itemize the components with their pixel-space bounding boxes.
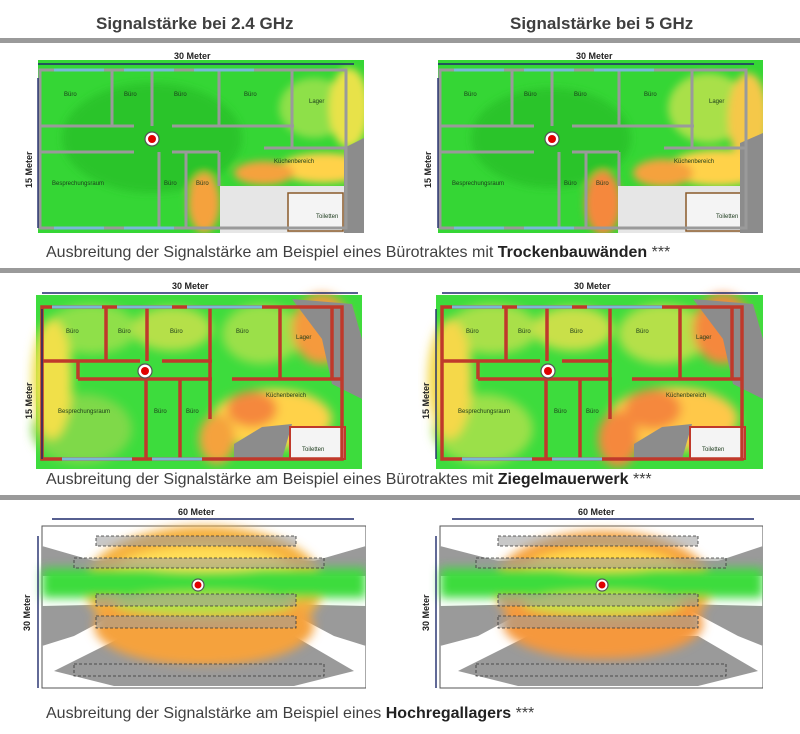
room-label: Büro: [564, 181, 577, 187]
width-dimension-label: 60 Meter: [578, 507, 615, 517]
room-label: Büro: [236, 329, 249, 335]
caption-suffix: ***: [628, 471, 652, 488]
room-label: Büro: [64, 92, 77, 98]
room-label: Besprechungsraum: [458, 409, 510, 415]
caption-suffix: ***: [647, 244, 671, 261]
room-label: Büro: [154, 409, 167, 415]
room-label: Büro: [118, 329, 131, 335]
room-label: Besprechungsraum: [452, 181, 504, 187]
column-title-5-ghz: Signalstärke bei 5 GHz: [510, 14, 694, 33]
room-label: Büro: [66, 329, 79, 335]
room-label: Toiletten: [702, 447, 724, 453]
caption-text: Ausbreitung der Signalstärke am Beispiel…: [46, 244, 498, 261]
room-label: Lager: [296, 335, 311, 341]
room-label: Büro: [174, 92, 187, 98]
divider-bottom: [0, 495, 800, 500]
width-dimension-label: 30 Meter: [174, 51, 211, 61]
width-dimension-label: 30 Meter: [574, 281, 611, 291]
room-label: Büro: [644, 92, 657, 98]
height-dimension-label: 30 Meter: [22, 594, 32, 631]
room-label: Küchenbereich: [274, 159, 314, 165]
room-label: Küchenbereich: [674, 159, 714, 165]
heatmap-drywall-5ghz: Büro Büro Büro Büro Lager Küchenbereich …: [418, 48, 763, 233]
caption-drywall: Ausbreitung der Signalstärke am Beispiel…: [46, 244, 670, 262]
room-label: Lager: [709, 99, 724, 105]
room-label: Büro: [596, 181, 609, 187]
height-dimension-label: 15 Meter: [423, 151, 433, 188]
room-label: Büro: [524, 92, 537, 98]
column-title-2-4-ghz: Signalstärke bei 2.4 GHz: [96, 14, 294, 33]
caption-warehouse: Ausbreitung der Signalstärke am Beispiel…: [46, 705, 534, 723]
room-label: Büro: [164, 181, 177, 187]
room-label: Büro: [244, 92, 257, 98]
width-dimension-label: 60 Meter: [178, 507, 215, 517]
heatmap-warehouse-5ghz: 60 Meter 30 Meter: [418, 506, 763, 691]
width-dimension-label: 30 Meter: [576, 51, 613, 61]
heatmap-brick-2-4ghz: Büro Büro Büro Büro Lager Küchenbereich …: [22, 279, 362, 469]
room-label: Büro: [586, 409, 599, 415]
room-label: Büro: [186, 409, 199, 415]
caption-bold-text: Trockenbauwänden: [497, 244, 648, 261]
caption-text: Ausbreitung der Signalstärke am Beispiel…: [46, 705, 386, 722]
room-label: Küchenbereich: [266, 393, 306, 399]
room-label: Büro: [518, 329, 531, 335]
heatmap-brick-5ghz: Büro Büro Büro Büro Lager Küchenbereich …: [418, 279, 763, 469]
room-label: Toiletten: [316, 214, 338, 220]
room-label: Büro: [574, 92, 587, 98]
room-label: Büro: [170, 329, 183, 335]
heatmap-warehouse-2-4ghz: 60 Meter 30 Meter: [14, 506, 366, 691]
width-dimension-label: 30 Meter: [172, 281, 209, 291]
room-label: Büro: [554, 409, 567, 415]
room-label: Besprechungsraum: [52, 181, 104, 187]
height-dimension-label: 15 Meter: [24, 382, 34, 419]
caption-brick: Ausbreitung der Signalstärke am Beispiel…: [46, 471, 652, 489]
divider-middle: [0, 268, 800, 273]
room-label: Toiletten: [716, 214, 738, 220]
caption-suffix: ***: [511, 705, 535, 722]
caption-bold-text: Ziegelmauerwerk: [497, 471, 629, 488]
divider-top: [0, 38, 800, 43]
room-label: Büro: [196, 181, 209, 187]
room-label: Toiletten: [302, 447, 324, 453]
height-dimension-label: 30 Meter: [421, 594, 431, 631]
room-label: Küchenbereich: [666, 393, 706, 399]
room-label: Büro: [570, 329, 583, 335]
room-label: Büro: [124, 92, 137, 98]
height-dimension-label: 15 Meter: [24, 151, 34, 188]
room-label: Lager: [309, 99, 324, 105]
room-label: Büro: [636, 329, 649, 335]
heatmap-drywall-2-4ghz: Büro Büro Büro Büro Lager Küchenbereich …: [24, 48, 364, 233]
room-label: Büro: [464, 92, 477, 98]
caption-text: Ausbreitung der Signalstärke am Beispiel…: [46, 471, 498, 488]
height-dimension-label: 15 Meter: [421, 382, 431, 419]
room-label: Lager: [696, 335, 711, 341]
caption-bold-text: Hochregallagers: [385, 705, 512, 722]
room-label: Büro: [466, 329, 479, 335]
room-label: Besprechungsraum: [58, 409, 110, 415]
